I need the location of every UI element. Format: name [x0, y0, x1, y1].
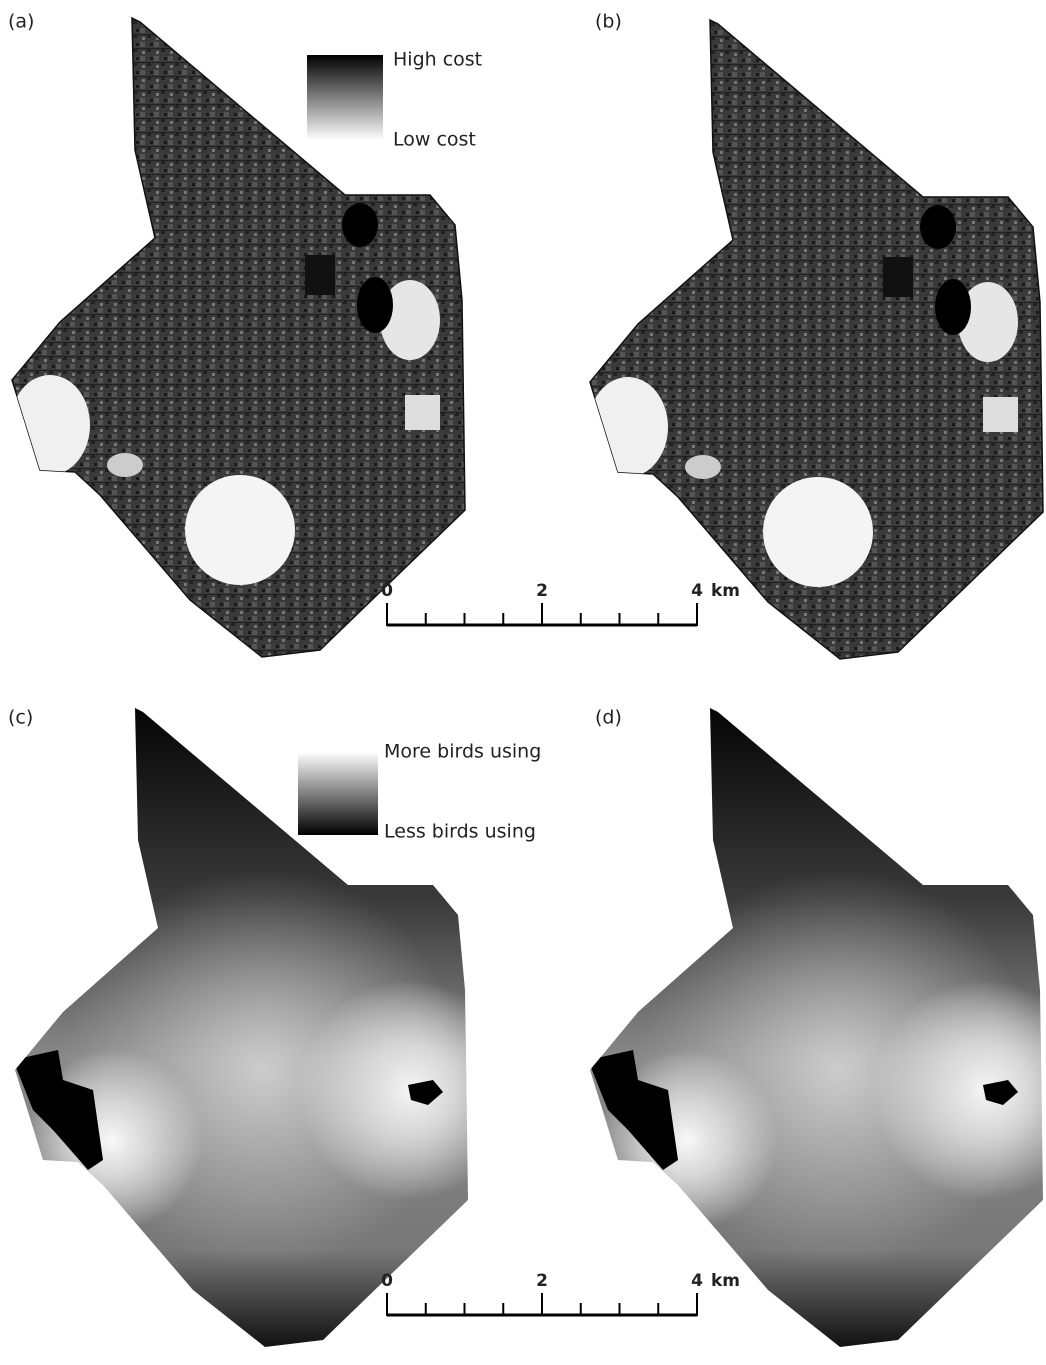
scale-label: 0 — [381, 1271, 393, 1291]
figure: (a) (b) (c) (d) High cost Low cost More … — [0, 0, 1046, 1365]
legend-high: More birds using — [384, 741, 541, 763]
panel-label: (c) — [8, 707, 33, 729]
scale-label: 2 — [536, 581, 548, 601]
scale-label: 4 — [691, 581, 703, 601]
legend-ramp — [298, 752, 378, 835]
legend-high: High cost — [393, 49, 482, 71]
legend-low: Low cost — [393, 129, 476, 151]
map-a — [10, 18, 465, 657]
map-c — [13, 708, 518, 1347]
scale-unit: km — [711, 581, 740, 601]
panel-label: (d) — [595, 707, 622, 729]
legend-low: Less birds using — [384, 821, 536, 843]
panel-label: (a) — [8, 11, 34, 33]
scale-label: 2 — [536, 1271, 548, 1291]
scale-unit: km — [711, 1271, 740, 1291]
legend-ramp — [307, 55, 383, 140]
page: (a) (b) (c) (d) High cost Low cost More … — [0, 0, 1046, 1365]
panel-label: (b) — [595, 11, 622, 33]
scale-label: 4 — [691, 1271, 703, 1291]
map-b — [588, 20, 1043, 659]
scale-label: 0 — [381, 581, 393, 601]
map-d — [588, 708, 1046, 1347]
